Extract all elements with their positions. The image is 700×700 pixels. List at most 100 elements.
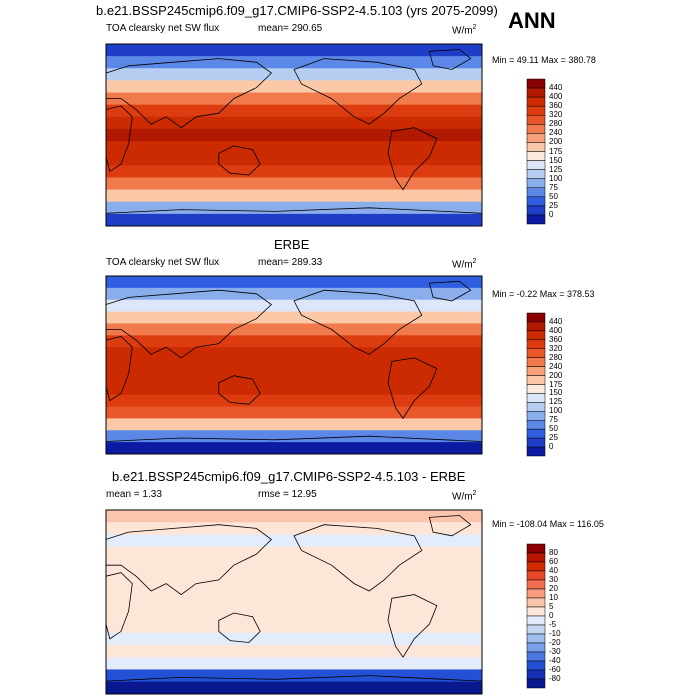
colorbar-swatch	[526, 196, 546, 207]
colorbar-swatch	[526, 330, 546, 341]
colorbar-tick-label: 240	[549, 361, 563, 371]
colorbar-swatch	[526, 642, 546, 653]
colorbar-tick-label: 10	[549, 593, 558, 602]
coastline-greenland	[428, 515, 472, 537]
units-label: W/m2	[452, 24, 477, 37]
map-panel-1	[105, 43, 483, 227]
colorbar-swatch	[526, 624, 546, 635]
colorbar-swatch	[526, 87, 546, 98]
colorbar-swatch	[526, 437, 546, 448]
colorbar-tick-label: 280	[549, 352, 563, 362]
colorbar-swatch	[526, 561, 546, 572]
colorbar-tick-label: 0	[549, 209, 554, 219]
colorbar-tick-label: -60	[549, 665, 561, 674]
lat-band	[106, 406, 482, 419]
lat-band	[106, 44, 482, 57]
lat-band	[106, 559, 482, 572]
lat-band	[106, 213, 482, 226]
lat-band	[106, 177, 482, 191]
units-superscript: 2	[472, 258, 477, 265]
map-panel-3	[105, 509, 483, 695]
colorbar-tick-label: 50	[549, 424, 558, 434]
colorbar-tick-label: 200	[549, 137, 563, 147]
lat-band	[106, 571, 482, 585]
colorbar-swatch	[526, 178, 546, 188]
units-superscript: 2	[472, 490, 477, 497]
colorbar-swatch	[526, 375, 546, 385]
coastline-north-america	[293, 289, 423, 355]
colorbar-swatch	[526, 214, 546, 225]
lat-band	[106, 522, 482, 536]
colorbar-swatch	[526, 96, 546, 107]
colorbar-tick-label: 320	[549, 343, 563, 353]
colorbar-swatch	[526, 78, 546, 89]
colorbar-swatch	[526, 384, 546, 394]
colorbar-swatch	[526, 588, 546, 599]
colorbar-tick-label: 50	[549, 191, 558, 201]
colorbar-swatch	[526, 633, 546, 644]
colorbar-tick-label: -10	[549, 629, 561, 638]
colorbar-tick-label: 150	[549, 155, 563, 165]
coastline-australia	[218, 612, 261, 643]
map-frame	[105, 509, 483, 695]
lat-band	[106, 681, 482, 694]
colorbar-tick-label: 240	[549, 128, 563, 138]
coastline-australia	[218, 375, 261, 405]
colorbar-swatch	[526, 651, 546, 662]
lat-band	[106, 620, 482, 634]
units-label: W/m2	[452, 258, 477, 271]
lat-band	[106, 347, 482, 360]
colorbar-swatch	[526, 615, 546, 626]
lat-band	[106, 153, 482, 166]
colorbar-tick-label: 25	[549, 433, 558, 443]
lat-band	[106, 644, 482, 658]
colorbar-2	[526, 312, 546, 457]
min-max-label: Min = -0.22 Max = 378.53	[492, 289, 595, 299]
colorbar-tick-label: 20	[549, 584, 558, 593]
coastline-africa	[106, 105, 133, 173]
coastline-south-america	[387, 357, 438, 420]
panel-title: b.e21.BSSP245cmip6.f09_g17.CMIP6-SSP2-4.…	[112, 469, 466, 484]
coastline-antarctica	[106, 675, 482, 694]
lat-band	[106, 323, 482, 336]
lat-band	[106, 201, 482, 215]
lat-band	[106, 335, 482, 348]
colorbar-swatch	[526, 606, 546, 617]
lat-band	[106, 299, 482, 313]
colorbar-swatch	[526, 366, 546, 376]
colorbar-1	[526, 78, 546, 225]
colorbar-swatch	[526, 402, 546, 412]
coastline-antarctica	[106, 207, 482, 226]
colorbar-tick-label: 280	[549, 119, 563, 129]
colorbar-tick-label: 100	[549, 406, 563, 416]
lat-band	[106, 165, 482, 179]
colorbar-swatch	[526, 678, 546, 689]
coastline-eurasia	[106, 289, 273, 359]
lat-band	[106, 116, 482, 130]
colorbar-swatch	[526, 543, 546, 554]
mean-label: mean= 289.33	[258, 257, 323, 268]
panel-title: b.e21.BSSP245cmip6.f09_g17.CMIP6-SSP2-4.…	[96, 3, 498, 18]
colorbar-swatch	[526, 446, 546, 457]
colorbar-swatch	[526, 393, 546, 403]
lat-band	[106, 669, 482, 683]
colorbar-swatch	[526, 411, 546, 421]
variable-label: TOA clearsky net SW flux	[106, 257, 220, 268]
colorbar-swatch	[526, 579, 546, 590]
lat-band	[106, 583, 482, 597]
lat-band	[106, 394, 482, 408]
colorbar-tick-label: 5	[549, 602, 554, 611]
lat-band	[106, 68, 482, 81]
colorbar-tick-label: -30	[549, 647, 561, 656]
colorbar-swatch	[526, 321, 546, 332]
colorbar-tick-label: 30	[549, 575, 558, 584]
variable-label: mean = 1.33	[106, 489, 162, 500]
lat-band	[106, 382, 482, 396]
colorbar-swatch	[526, 169, 546, 179]
colorbar-tick-label: 360	[549, 101, 563, 111]
colorbar-tick-label: -40	[549, 656, 561, 665]
colorbar-swatch	[526, 660, 546, 671]
colorbar-tick-label: 440	[549, 83, 563, 93]
colorbar-swatch	[526, 669, 546, 680]
